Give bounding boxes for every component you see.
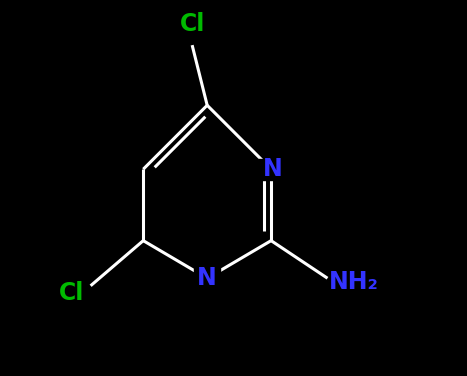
Text: N: N bbox=[197, 266, 217, 290]
Text: N: N bbox=[263, 157, 283, 181]
Bar bbox=[258, 159, 284, 180]
Text: NH₂: NH₂ bbox=[329, 270, 379, 294]
Text: Cl: Cl bbox=[59, 281, 85, 305]
Text: Cl: Cl bbox=[179, 12, 205, 36]
Bar bbox=[194, 268, 220, 289]
